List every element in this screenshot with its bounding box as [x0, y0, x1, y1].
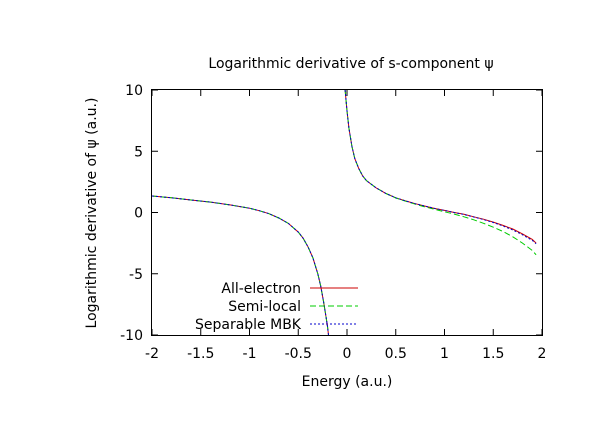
x-tick-label: 2 [538, 346, 547, 362]
y-tick-label: -10 [120, 328, 143, 344]
axis-ticks: -2 -1.5 -1 -0.5 0 0.5 1 1.5 2 -10 -5 0 5 10 [120, 83, 546, 362]
x-tick-label: -1.5 [187, 346, 214, 362]
series-lines [151, 89, 537, 336]
legend-label-semi-local: Semi-local [228, 299, 301, 315]
series-line-separable-mbk [344, 89, 537, 245]
legend-label-separable-mbk: Separable MBK [195, 317, 302, 333]
x-tick-label: 1 [440, 346, 449, 362]
x-tick-label: 0.5 [385, 346, 407, 362]
y-tick-label: 0 [134, 206, 143, 222]
x-tick-label: 1.5 [482, 346, 504, 362]
x-tick-label: -0.5 [285, 346, 312, 362]
x-axis-label: Energy (a.u.) [302, 374, 393, 390]
x-tick-label: -1 [243, 346, 257, 362]
series-line-semi-local [344, 89, 537, 256]
x-tick-label: -2 [145, 346, 159, 362]
plot-frame [151, 89, 543, 336]
series-line-separable-mbk [151, 195, 329, 336]
legend-label-all-electron: All-electron [221, 281, 301, 297]
legend: All-electron Semi-local Separable MBK [195, 281, 358, 333]
y-tick-label: 10 [125, 83, 143, 99]
chart-title: Logarithmic derivative of s-component ψ [208, 56, 493, 72]
y-tick-label: 5 [134, 144, 143, 160]
series-line-all-electron [344, 89, 537, 244]
x-tick-label: 0 [343, 346, 352, 362]
y-axis-label: Logarithmic derivative of ψ (a.u.) [84, 98, 100, 329]
y-tick-label: -5 [129, 267, 143, 283]
